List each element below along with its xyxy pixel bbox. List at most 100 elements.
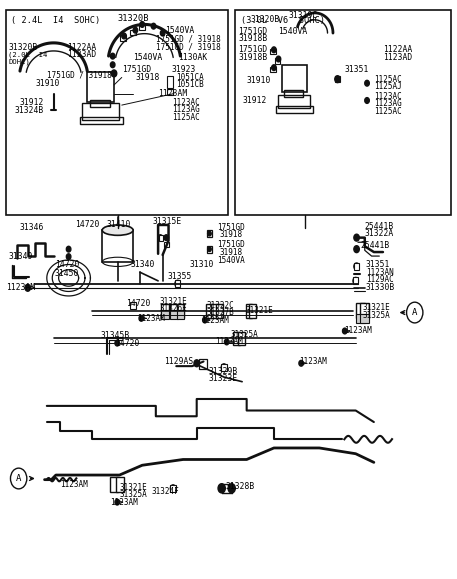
Circle shape (276, 56, 281, 62)
Circle shape (207, 247, 211, 251)
Circle shape (111, 53, 115, 59)
Text: DOHC): DOHC) (8, 58, 30, 65)
Bar (246, 304, 252, 318)
Bar (120, 35, 126, 41)
Text: 1125AC: 1125AC (374, 75, 402, 84)
Bar (360, 303, 369, 318)
Text: 31323E: 31323E (208, 374, 237, 383)
Bar (356, 314, 365, 323)
Text: 31918: 31918 (219, 248, 243, 256)
Text: 1540VA: 1540VA (278, 27, 308, 36)
Text: 31320B: 31320B (8, 43, 37, 52)
Circle shape (335, 76, 340, 83)
Circle shape (354, 263, 359, 270)
Text: 1125AJ: 1125AJ (374, 82, 402, 91)
Text: 31326E: 31326E (159, 304, 187, 313)
Circle shape (115, 340, 119, 346)
Bar (207, 230, 212, 237)
Text: 1751GD: 1751GD (217, 240, 245, 249)
Bar (82, 104, 119, 119)
Bar (221, 364, 227, 371)
Text: 31310: 31310 (190, 260, 214, 269)
Text: 31918B: 31918B (239, 53, 268, 62)
Text: 1123AC: 1123AC (374, 92, 402, 101)
Text: 1123AM: 1123AM (215, 338, 243, 346)
Text: 31320B: 31320B (117, 14, 149, 23)
Text: 1122AA: 1122AA (67, 43, 96, 52)
Text: 31315E: 31315E (153, 217, 182, 226)
Circle shape (202, 317, 207, 323)
Text: 31319C: 31319C (288, 12, 318, 20)
Text: 1751GD / 31918: 1751GD / 31918 (156, 34, 221, 43)
Bar (165, 241, 169, 247)
Text: 31450: 31450 (55, 269, 80, 278)
Text: 31355: 31355 (167, 272, 191, 281)
Bar (354, 263, 359, 270)
Circle shape (365, 80, 369, 86)
Text: 25441B: 25441B (365, 222, 394, 230)
Bar (167, 89, 173, 95)
Text: 31320B: 31320B (250, 15, 280, 24)
Text: 31410: 31410 (107, 220, 131, 229)
Bar (167, 76, 173, 88)
Circle shape (111, 62, 115, 68)
Text: 1751GD / 31918: 1751GD / 31918 (47, 70, 112, 79)
Bar (282, 65, 307, 93)
Text: 14720: 14720 (126, 299, 151, 309)
Circle shape (151, 23, 156, 29)
Circle shape (342, 328, 347, 334)
Bar (177, 310, 185, 320)
Text: 14720: 14720 (55, 260, 80, 269)
Text: 25441B: 25441B (360, 241, 389, 250)
Text: 1123AG: 1123AG (172, 105, 199, 114)
Text: 1123AM: 1123AM (299, 357, 327, 366)
Bar (170, 485, 176, 492)
Circle shape (194, 360, 199, 367)
Bar (207, 245, 212, 252)
Text: 31351: 31351 (366, 260, 390, 269)
Bar (206, 304, 213, 318)
Text: (3.0L  V6  SOHC): (3.0L V6 SOHC) (241, 16, 325, 25)
Text: 31322A: 31322A (365, 229, 394, 238)
Text: 14720: 14720 (115, 339, 139, 347)
Text: 31918: 31918 (219, 230, 243, 239)
Circle shape (139, 316, 143, 321)
Bar (335, 76, 340, 82)
Circle shape (115, 499, 119, 505)
Bar (130, 30, 136, 35)
Circle shape (25, 284, 31, 291)
Bar (233, 332, 240, 346)
Bar (159, 234, 163, 240)
Circle shape (66, 246, 71, 252)
Text: 31910: 31910 (36, 79, 60, 88)
Circle shape (228, 483, 235, 493)
Text: 31918: 31918 (135, 73, 160, 82)
Circle shape (207, 231, 211, 236)
Text: 1751GD: 1751GD (239, 27, 268, 36)
Bar (177, 304, 185, 318)
Text: 31324F: 31324F (151, 488, 179, 496)
Text: 31328B: 31328B (225, 482, 255, 491)
Bar (275, 58, 280, 64)
Circle shape (122, 33, 126, 39)
Text: 31321E: 31321E (245, 306, 273, 316)
Text: 31346: 31346 (20, 223, 44, 232)
Circle shape (175, 280, 181, 287)
Bar (276, 106, 313, 112)
Text: ( 2.4L  I4  SOHC): ( 2.4L I4 SOHC) (11, 16, 101, 25)
Text: A: A (16, 474, 21, 483)
Bar (87, 72, 114, 102)
Circle shape (218, 483, 225, 493)
Text: A: A (412, 308, 417, 317)
Circle shape (354, 234, 359, 241)
Text: 1751GD: 1751GD (239, 45, 268, 54)
Text: 1123AM: 1123AM (158, 89, 187, 98)
Text: 31325A: 31325A (362, 311, 390, 320)
Bar (139, 24, 145, 30)
Text: 1125AC: 1125AC (374, 107, 402, 116)
Bar (170, 310, 178, 320)
Text: 1540VA: 1540VA (133, 53, 162, 62)
Text: 1129AS: 1129AS (164, 357, 193, 366)
Text: 1123AD: 1123AD (383, 53, 412, 62)
Text: (2.0L  I4: (2.0L I4 (8, 52, 48, 58)
